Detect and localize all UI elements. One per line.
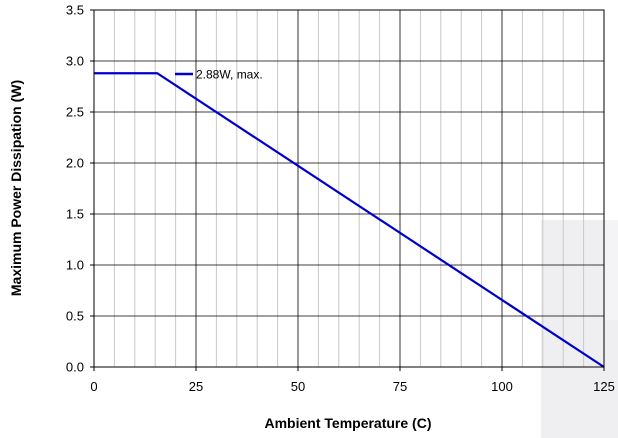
x-tick-label: 50 [291, 379, 305, 394]
legend-layer: 2.88W, max. [175, 68, 263, 82]
grid-layer [94, 10, 604, 367]
legend-label: 2.88W, max. [196, 68, 263, 82]
series-line-0 [94, 72, 605, 368]
x-tick-label: 100 [491, 379, 513, 394]
y-tick-label: 1.0 [66, 258, 84, 273]
y-tick-label: 0.5 [66, 309, 84, 324]
y-tick-label: 2.0 [66, 156, 84, 171]
background-panel-accent [604, 220, 618, 320]
y-axis-title: Maximum Power Dissipation (W) [8, 80, 24, 296]
x-axis-title: Ambient Temperature (C) [265, 415, 432, 431]
x-tick-label: 0 [90, 379, 97, 394]
plot-frame [93, 9, 605, 368]
x-tick-label: 75 [393, 379, 407, 394]
y-tick-label: 3.0 [66, 54, 84, 69]
y-tick-label: 1.5 [66, 207, 84, 222]
x-tick-label: 125 [593, 379, 615, 394]
y-tick-label: 2.5 [66, 105, 84, 120]
x-tick-label: 25 [189, 379, 203, 394]
frame-layer [93, 9, 605, 368]
y-tick-label: 0.0 [66, 360, 84, 375]
y-tick-label: 3.5 [66, 3, 84, 18]
series-layer [94, 72, 605, 368]
tick-layer: 0.0 0.5 1.0 1.5 2.0 2.5 3.0 3.5 0 25 50 75 100 125 [66, 3, 615, 395]
